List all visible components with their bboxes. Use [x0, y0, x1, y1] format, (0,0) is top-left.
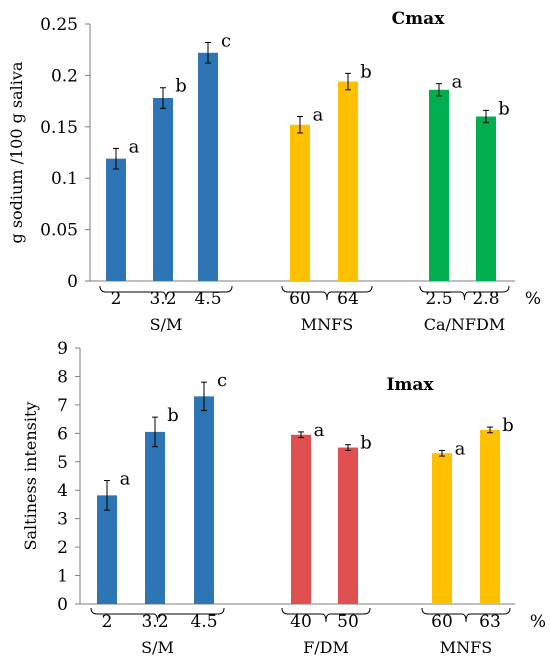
y-tick-label: 0.25	[40, 15, 78, 35]
bar	[153, 98, 173, 282]
y-tick-label: 0.1	[51, 169, 78, 189]
unit-label: %	[525, 289, 541, 309]
bar	[290, 124, 310, 281]
bar-group: a 60 b 63 MNFS	[421, 415, 514, 657]
y-tick-label: 6	[57, 424, 68, 444]
x-tick-label: 2.5	[425, 289, 452, 309]
x-tick-label: 2	[111, 289, 122, 309]
bar-group: a 2 b 3.2 c 4.5 S/M	[90, 370, 227, 657]
bar	[97, 495, 117, 604]
significance-letter: b	[502, 415, 514, 436]
group-bracket	[421, 607, 511, 623]
significance-letter: a	[120, 469, 131, 490]
x-tick-label: 2.8	[472, 289, 499, 309]
bar	[194, 396, 214, 604]
y-tick-label: 2	[57, 538, 68, 558]
x-tick-label: 50	[337, 612, 359, 632]
x-tick-label: 64	[337, 289, 359, 309]
significance-letter: a	[455, 438, 466, 459]
bar-group: a 60 b 64 MNFS	[281, 61, 373, 334]
significance-letter: b	[175, 76, 187, 97]
significance-letter: a	[314, 420, 325, 441]
significance-letter: b	[360, 61, 372, 82]
x-tick-label: 2	[102, 612, 113, 632]
bar	[106, 158, 126, 281]
group-bracket	[99, 285, 233, 301]
y-tick-label: 9	[57, 339, 68, 359]
x-tick-label: 63	[479, 612, 501, 632]
imax-panel: 0 1 2 3 4 5 6 7 8 9 Saltiness intensity Imax a 2 b 3.2 c…	[21, 339, 546, 657]
x-tick-label: 4.5	[194, 289, 221, 309]
chart-title: Imax	[386, 375, 434, 395]
cmax-panel: 0 0.05 0.1 0.15 0.2 0.25 g sodium /100 g saliv…	[7, 9, 541, 334]
group-label: Ca/NFDM	[424, 315, 505, 334]
bar	[198, 52, 218, 282]
bar	[291, 434, 311, 604]
significance-letter: a	[129, 136, 140, 157]
bar	[429, 89, 449, 282]
y-tick-label: 0	[67, 272, 78, 292]
x-tick-label: 4.5	[190, 612, 217, 632]
significance-letter: c	[221, 31, 231, 52]
group-label: S/M	[150, 315, 183, 334]
group-label: S/M	[141, 638, 174, 657]
y-axis-label: Saltiness intensity	[21, 402, 40, 551]
group-bracket	[419, 285, 510, 301]
unit-label: %	[530, 612, 546, 632]
bar	[338, 81, 358, 282]
group-label: MNFS	[301, 315, 353, 334]
bar-group: a 2.5 b 2.8 Ca/NFDM	[419, 72, 510, 334]
y-tick-label: 4	[57, 481, 68, 501]
y-axis-label: g sodium /100 g saliva	[7, 61, 26, 243]
bar	[338, 447, 358, 604]
bar	[480, 429, 500, 604]
group-bracket	[281, 607, 371, 623]
y-tick-label: 0.15	[40, 118, 78, 138]
bar-group: a 40 b 50 F/DM	[281, 420, 372, 657]
significance-letter: b	[360, 433, 372, 454]
significance-letter: c	[217, 370, 227, 391]
x-tick-label: 60	[289, 289, 311, 309]
y-tick-label: 1	[57, 567, 68, 587]
x-tick-label: 3.2	[149, 289, 176, 309]
y-tick-label: 0.05	[40, 221, 78, 241]
y-tick-label: 7	[57, 396, 68, 416]
significance-letter: b	[167, 405, 179, 426]
y-tick-label: 3	[57, 510, 68, 530]
group-label: F/DM	[303, 638, 349, 657]
bar	[145, 431, 165, 604]
group-bracket	[281, 285, 373, 301]
bar	[432, 453, 452, 604]
x-tick-label: 3.2	[141, 612, 168, 632]
x-tick-label: 60	[431, 612, 453, 632]
significance-letter: b	[498, 98, 510, 119]
y-tick-label: 8	[57, 367, 68, 387]
x-tick-label: 40	[290, 612, 312, 632]
significance-letter: a	[313, 105, 324, 126]
bar-group: a 2 b 3.2 c 4.5 S/M	[99, 31, 233, 334]
y-tick-label: 5	[57, 453, 68, 473]
y-tick-label: 0	[57, 595, 68, 615]
significance-letter: a	[452, 72, 463, 93]
bar	[476, 116, 496, 282]
group-label: MNFS	[440, 638, 492, 657]
y-tick-label: 0.2	[51, 66, 78, 86]
chart-title: Cmax	[392, 9, 446, 29]
group-bracket	[90, 607, 225, 623]
